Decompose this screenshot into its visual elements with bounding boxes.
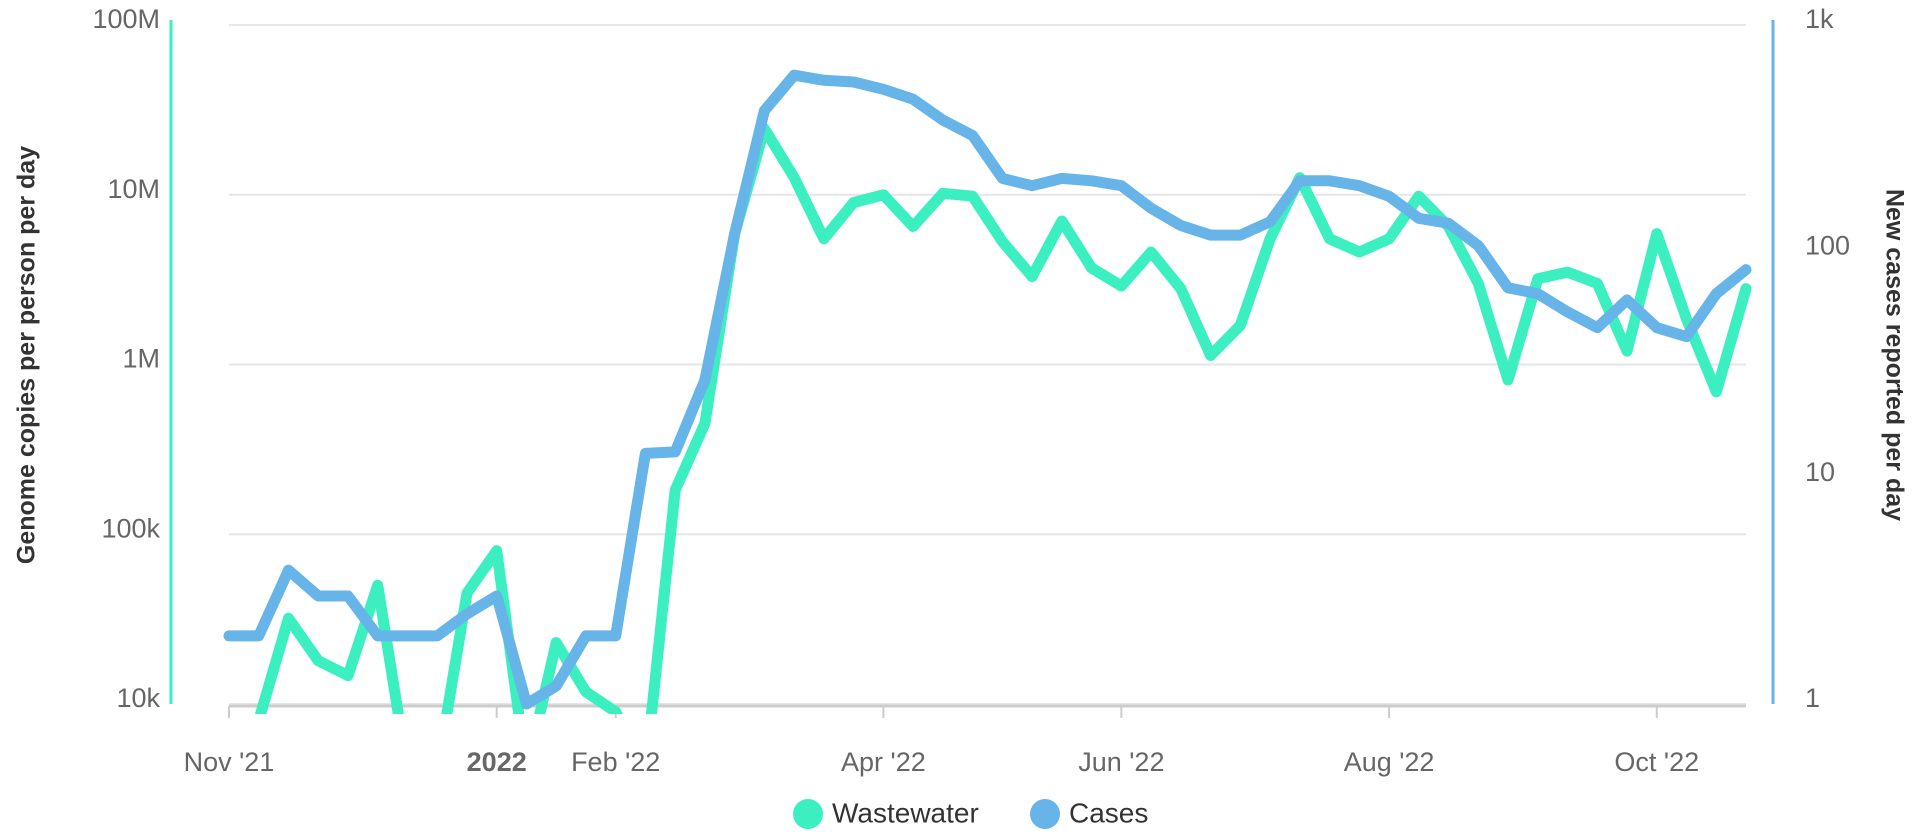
y-tick-label: 100k (101, 513, 160, 543)
y-axis-title: Genome copies per person per day (13, 146, 41, 564)
x-tick-label: Aug '22 (1344, 747, 1435, 777)
y2-axis-title: New cases reported per day (1880, 189, 1908, 521)
series-line (223, 69, 1752, 710)
y-tick-label: 10M (107, 174, 160, 204)
legend-label: Wastewater (832, 797, 979, 828)
y-tick-label: 100M (92, 4, 160, 34)
plot-area (223, 69, 1752, 714)
x-tick-label: Nov '21 (184, 747, 275, 777)
x-tick-label: 2022 (467, 747, 527, 777)
legend-label: Cases (1069, 797, 1148, 828)
legend-swatch (793, 799, 823, 829)
legend-swatch (1030, 799, 1060, 829)
x-tick-label: Apr '22 (841, 747, 926, 777)
series-line (254, 123, 1752, 714)
x-tick-label: Jun '22 (1078, 747, 1164, 777)
y2-tick-label: 100 (1805, 230, 1850, 260)
y-tick-label: 1M (122, 344, 160, 374)
x-tick-label: Feb '22 (571, 747, 660, 777)
x-tick-label: Oct '22 (1614, 747, 1699, 777)
y-tick-label: 10k (116, 683, 160, 713)
y2-tick-label: 1k (1805, 4, 1834, 34)
y2-tick-label: 1 (1805, 683, 1820, 713)
y2-tick-label: 10 (1805, 457, 1835, 487)
